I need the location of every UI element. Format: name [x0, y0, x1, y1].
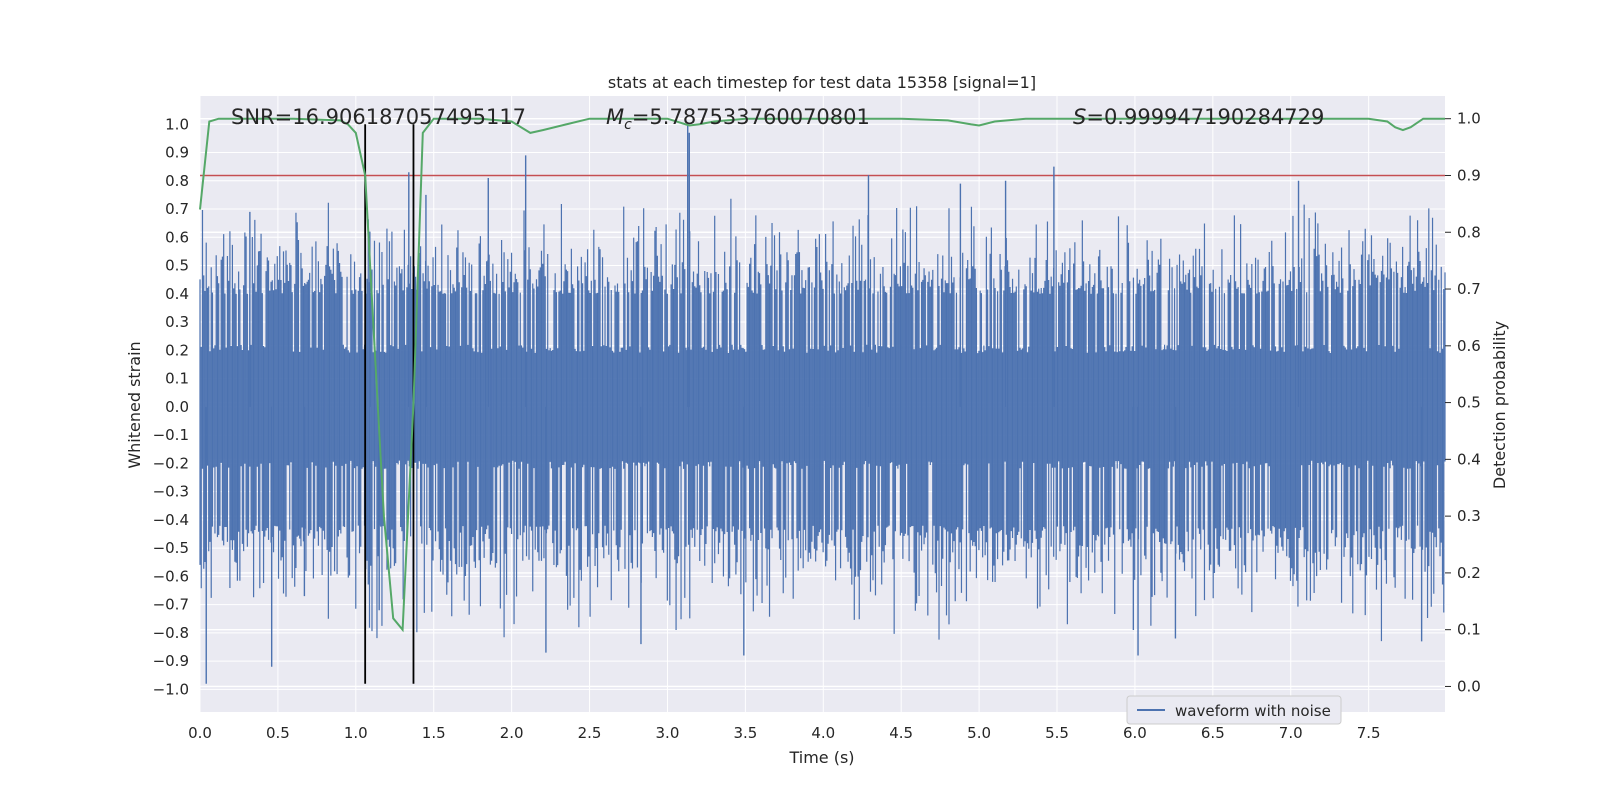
y-tick-label: 1.0 [165, 115, 189, 133]
chirp-mass-annotation: Mc=5.787533760070801 [606, 105, 870, 133]
y-tick-label: −0.9 [153, 652, 189, 670]
y2-tick-label: 0.1 [1457, 621, 1481, 639]
y-tick-label: 0.6 [165, 228, 189, 246]
x-tick-label: 2.5 [578, 724, 602, 742]
probability-series [199, 117, 1445, 633]
x-tick-label: 5.5 [1045, 724, 1069, 742]
y-tick-label: 0.0 [165, 398, 189, 416]
x-tick-label: 4.5 [889, 724, 913, 742]
snr-annotation: SNR=16.906187057495117 [231, 105, 526, 129]
y2-tick-label: 0.0 [1457, 677, 1481, 695]
y-tick-label: 0.8 [165, 172, 189, 190]
y2-tick-label: 0.5 [1457, 394, 1481, 412]
y-tick-label: 0.5 [165, 257, 189, 275]
y2-tick-label: 0.3 [1457, 507, 1481, 525]
y2-tick-label: 0.8 [1457, 223, 1481, 241]
legend: waveform with noise [1126, 695, 1342, 725]
y2-tick-label: 0.6 [1457, 337, 1481, 355]
y-tick-label: 0.2 [165, 341, 189, 359]
x-tick-label: 0.0 [188, 724, 212, 742]
y-tick-label: 0.3 [165, 313, 189, 331]
x-tick-label: 6.0 [1123, 724, 1147, 742]
mc-symbol: M [606, 105, 624, 129]
s-annotation: S=0.999947190284729 [1073, 105, 1324, 129]
x-tick-label: 4.0 [811, 724, 835, 742]
y2-axis-label: Detection probability [1490, 321, 1509, 489]
plot-background [200, 96, 1445, 712]
y2-tick-label: 0.4 [1457, 450, 1481, 468]
y-tick-label: −0.1 [153, 426, 189, 444]
x-tick-label: 2.0 [500, 724, 524, 742]
y-tick-label: −0.5 [153, 539, 189, 557]
chart-title: stats at each timestep for test data 153… [608, 73, 1036, 92]
y2-tick-label: 0.9 [1457, 166, 1481, 184]
mc-value: =5.787533760070801 [632, 105, 870, 129]
y2-tick-label: 0.2 [1457, 564, 1481, 582]
x-tick-label: 3.5 [733, 724, 757, 742]
y-tick-label: −0.7 [153, 596, 189, 614]
x-tick-label: 1.0 [344, 724, 368, 742]
x-axis-label: Time (s) [788, 748, 854, 767]
waveform-noise-trace [199, 198, 1446, 642]
y-tick-label: −1.0 [153, 680, 189, 698]
y-tick-label: −0.2 [153, 454, 189, 472]
y-tick-label: −0.4 [153, 511, 189, 529]
x-tick-label: 7.0 [1279, 724, 1303, 742]
y-tick-label: 0.9 [165, 144, 189, 162]
legend-box [1126, 695, 1342, 725]
mc-subscript: c [624, 117, 632, 133]
legend-label: waveform with noise [1175, 702, 1331, 720]
x-tick-label: 0.5 [266, 724, 290, 742]
y-tick-label: −0.3 [153, 483, 189, 501]
y2-tick-label: 0.7 [1457, 280, 1481, 298]
axis-ticks: 0.0 0.5 1.0 1.5 2.0 2.5 3.0 3.5 4.0 4.5 5.0 5.5 6.0 6… [153, 110, 1481, 742]
detection-probability-line [199, 117, 1445, 633]
s-symbol: S [1073, 105, 1086, 129]
x-tick-label: 3.0 [656, 724, 680, 742]
y-tick-label: −0.8 [153, 624, 189, 642]
y-axis-label: Whitened strain [125, 341, 144, 468]
x-tick-label: 6.5 [1201, 724, 1225, 742]
y-tick-label: −0.6 [153, 567, 189, 585]
y-tick-label: 0.1 [165, 370, 189, 388]
x-tick-label: 5.0 [967, 724, 991, 742]
s-value: =0.999947190284729 [1086, 105, 1324, 129]
x-tick-label: 1.5 [422, 724, 446, 742]
y-tick-label: 0.4 [165, 285, 189, 303]
y-tick-label: 0.7 [165, 200, 189, 218]
y2-tick-label: 1.0 [1457, 110, 1481, 128]
x-tick-label: 7.5 [1357, 724, 1381, 742]
